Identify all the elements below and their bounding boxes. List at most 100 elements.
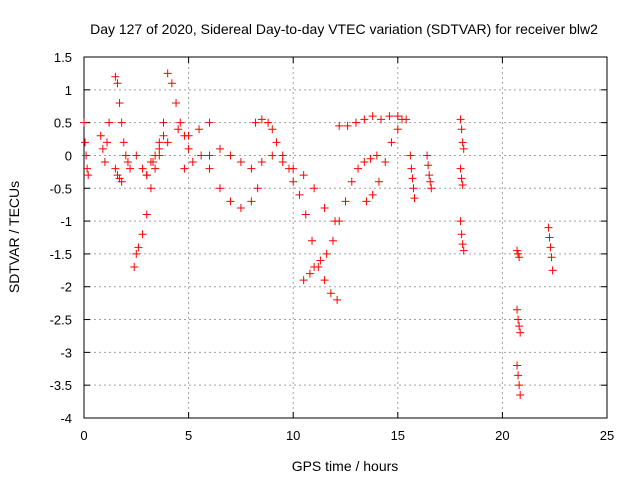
x-tick-label: 0 <box>80 428 87 443</box>
x-tick-label: 5 <box>185 428 192 443</box>
data-point <box>393 125 402 134</box>
data-point <box>410 194 419 203</box>
y-tick-label: -3 <box>60 345 72 360</box>
data-point <box>180 164 189 173</box>
chart-title: Day 127 of 2020, Sidereal Day-to-day VTE… <box>90 21 598 37</box>
data-point <box>335 121 344 130</box>
x-tick-label: 10 <box>286 428 300 443</box>
data-point <box>406 151 415 160</box>
series-arc-c <box>111 72 135 173</box>
y-tick-label: -2.5 <box>50 313 72 328</box>
data-point <box>167 79 176 88</box>
data-point <box>305 269 314 278</box>
data-point <box>299 171 308 180</box>
data-point <box>385 112 394 121</box>
data-point <box>142 210 151 219</box>
data-point <box>513 246 522 255</box>
data-point <box>360 158 369 167</box>
data-point <box>368 190 377 199</box>
series-arc-f <box>142 69 193 180</box>
data-point <box>407 164 416 173</box>
data-point <box>159 118 168 127</box>
data-point <box>351 118 360 127</box>
data-point <box>545 233 554 242</box>
data-point <box>320 203 329 212</box>
data-point <box>456 217 465 226</box>
data-point <box>132 249 141 258</box>
data-point <box>366 154 375 163</box>
data-point <box>516 391 525 400</box>
data-point <box>215 184 224 193</box>
data-point <box>316 256 325 265</box>
data-point <box>257 115 266 124</box>
y-tick-label: -1.5 <box>50 247 72 262</box>
x-axis-label: GPS time / hours <box>292 458 399 474</box>
data-point <box>515 381 524 390</box>
data-point <box>113 171 122 180</box>
data-point <box>84 171 93 180</box>
series-arc-n <box>406 151 419 203</box>
data-point <box>310 263 319 272</box>
data-point <box>377 115 386 124</box>
data-point <box>456 115 465 124</box>
data-point <box>425 171 434 180</box>
data-point <box>215 144 224 153</box>
data-point <box>458 138 467 147</box>
data-point <box>335 217 344 226</box>
data-point <box>138 230 147 239</box>
data-point <box>320 276 329 285</box>
data-point <box>328 236 337 245</box>
data-point <box>272 138 281 147</box>
data-point <box>362 197 371 206</box>
axes: 0 5 10 15 20 25 1.5 1 0.5 0 -0.5 -1 -1.5 -2 -2.5 -3 -3.5… <box>50 50 615 443</box>
data-point <box>80 118 88 127</box>
data-point <box>151 164 160 173</box>
series-arc-e <box>130 131 168 272</box>
data-point <box>548 266 557 275</box>
data-point <box>100 158 109 167</box>
data-point <box>289 177 298 186</box>
y-tick-label: -2 <box>60 280 72 295</box>
data-point <box>513 361 522 370</box>
data-point <box>205 151 214 160</box>
data-point <box>115 98 124 107</box>
data-point <box>163 69 172 78</box>
data-point <box>459 144 468 153</box>
data-point <box>278 151 287 160</box>
data-point <box>457 125 466 134</box>
data-point <box>96 131 105 140</box>
data-point <box>368 112 377 121</box>
plot-frame <box>83 56 608 419</box>
data-point <box>457 174 466 183</box>
data-point <box>515 322 524 331</box>
data-point <box>456 164 465 173</box>
data-point <box>516 328 525 337</box>
x-tick-label: 20 <box>495 428 509 443</box>
data-point <box>119 138 128 147</box>
data-point <box>423 151 432 160</box>
data-point <box>253 184 262 193</box>
data-point <box>83 164 92 173</box>
data-point <box>197 151 206 160</box>
data-point <box>513 305 522 314</box>
data-point <box>354 164 363 173</box>
data-point <box>82 151 91 160</box>
data-point <box>381 158 390 167</box>
data-point <box>247 164 256 173</box>
data-point <box>341 197 350 206</box>
series-arc-i <box>205 144 340 226</box>
series-arc-q <box>456 164 467 189</box>
data-point <box>184 131 193 140</box>
series-arc-p <box>456 115 468 153</box>
data-point <box>111 164 120 173</box>
data-point <box>121 151 130 160</box>
data-point <box>301 210 310 219</box>
series-arc-u <box>513 361 525 400</box>
data-points <box>80 69 557 400</box>
series-arc-v <box>544 223 557 275</box>
y-tick-label: 0 <box>65 148 72 163</box>
data-point <box>387 138 396 147</box>
series-arc-r <box>456 217 468 255</box>
y-tick-label: -1 <box>60 214 72 229</box>
